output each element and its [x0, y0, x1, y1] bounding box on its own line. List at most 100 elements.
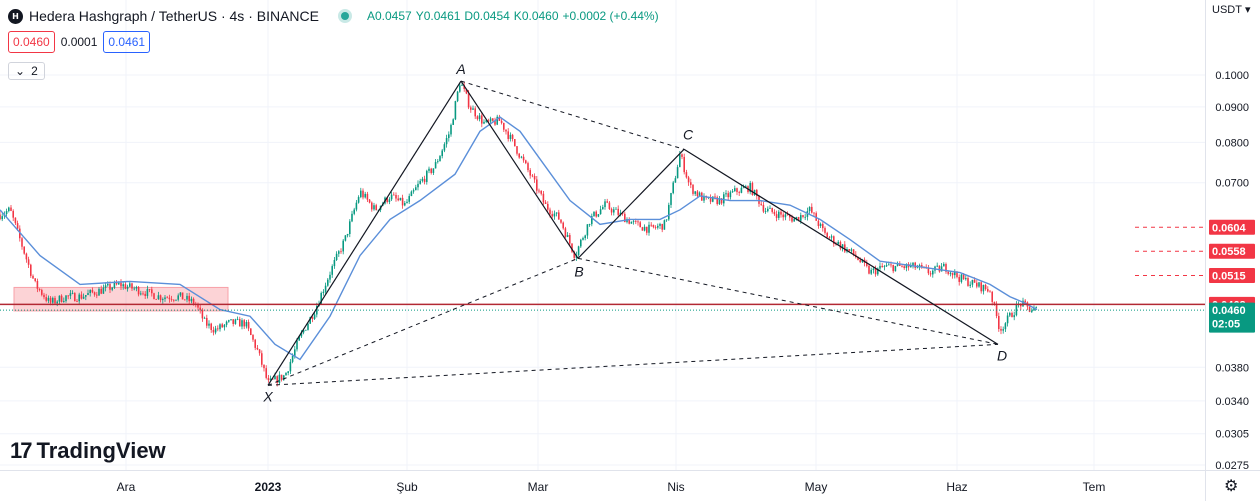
candle-body: [472, 108, 474, 110]
candle-body: [672, 182, 674, 194]
pattern-leg-XD: [267, 343, 999, 386]
candle-body: [514, 139, 516, 147]
candle-body: [690, 182, 692, 185]
candle-body: [692, 184, 694, 194]
target-level-badge: 0.0604: [1212, 222, 1247, 234]
candle-body: [773, 211, 776, 215]
candle-body: [190, 298, 193, 302]
candle-body: [63, 301, 65, 303]
candle-body: [830, 236, 833, 238]
candle-body: [186, 295, 188, 300]
candle-body: [632, 220, 635, 222]
candle-body: [641, 227, 644, 231]
pattern-point-a: A: [455, 61, 465, 77]
candle-body: [1002, 329, 1004, 331]
x-tick-label: Şub: [396, 480, 418, 494]
candle-body: [432, 168, 435, 173]
candle-body: [342, 240, 344, 252]
candle-body: [21, 238, 23, 247]
candle-body: [23, 246, 25, 254]
price-axis: 0.1000 0.0900 0.0800 0.0700 0.0380 0.0340 0.03…: [1215, 70, 1249, 472]
candle-body: [901, 265, 903, 267]
candle-body: [725, 193, 727, 195]
candle-body: [1035, 307, 1037, 308]
gear-icon[interactable]: ⚙: [1224, 478, 1239, 495]
candle-body: [404, 202, 406, 206]
candle-body: [650, 224, 652, 226]
tradingview-logo: 17 TradingView: [10, 438, 166, 464]
candle-body: [313, 314, 316, 319]
y-tick-label: 0.0380: [1215, 362, 1249, 374]
candle-body: [85, 295, 87, 297]
candle-body: [234, 319, 237, 324]
candle-body: [45, 297, 47, 301]
candle-body: [96, 294, 98, 296]
candle-body: [478, 115, 481, 120]
candle-body: [870, 269, 872, 274]
candle-body: [221, 324, 223, 328]
candle-body: [736, 188, 738, 193]
candle-body: [826, 232, 828, 238]
candle-body: [129, 283, 131, 287]
candle-body: [597, 214, 600, 217]
candle-body: [967, 278, 969, 286]
candle-body: [745, 186, 747, 188]
candle-body: [316, 306, 318, 315]
candle-body: [577, 246, 580, 256]
hedera-logo-icon: H: [8, 8, 23, 24]
candle-body: [434, 162, 437, 169]
indicators-toggle-button[interactable]: ⌄ 2: [8, 62, 45, 80]
candle-body: [844, 244, 846, 252]
candle-body: [1022, 300, 1024, 307]
candle-body: [1028, 306, 1031, 312]
candle-body: [599, 209, 602, 215]
candle-body: [197, 304, 199, 308]
candle-body: [960, 274, 963, 282]
candle-body: [613, 209, 615, 213]
ohlc-values: A0.0457 Y0.0461 D0.0454 K0.0460 +0.0002 …: [367, 9, 659, 23]
candle-body: [734, 188, 736, 192]
candle-body: [100, 288, 102, 294]
candle-body: [258, 349, 261, 354]
buy-price-button[interactable]: 0.0461: [103, 31, 151, 53]
candle-body: [549, 209, 551, 215]
candle-body: [819, 223, 822, 227]
candle-body: [470, 107, 472, 110]
candle-body: [617, 208, 619, 215]
candle-body: [824, 228, 826, 233]
candle-body: [949, 272, 952, 274]
candle-body: [135, 287, 138, 289]
y-tick-label: 0.0700: [1215, 178, 1249, 190]
candle-body: [566, 235, 569, 237]
candle-body: [386, 197, 388, 203]
candle-body: [421, 178, 424, 181]
ohlc-change: +0.0002 (+0.44%): [562, 9, 659, 23]
candle-body: [542, 193, 545, 203]
ohlc-open: A0.0457: [366, 9, 412, 23]
candle-body: [729, 192, 732, 198]
candle-body: [393, 194, 395, 196]
symbol-title[interactable]: Hedera Hashgraph / TetherUS · 4s · BINAN…: [29, 8, 319, 24]
candle-body: [322, 291, 325, 293]
pattern-point-d: D: [997, 347, 1007, 363]
candle-body: [718, 198, 721, 205]
pattern-leg-XA: [267, 80, 462, 386]
candle-body: [932, 270, 934, 275]
candle-body: [445, 138, 448, 145]
pattern-point-c: C: [683, 126, 694, 142]
candle-body: [1000, 329, 1002, 331]
candle-body: [467, 93, 470, 108]
candle-body: [982, 284, 985, 292]
currency-selector[interactable]: USDT ▾: [1212, 3, 1250, 17]
spread-value: 0.0001: [60, 35, 98, 49]
candle-body: [335, 253, 338, 260]
candle-body: [987, 289, 989, 292]
candle-body: [720, 198, 723, 204]
sell-price-button[interactable]: 0.0460: [8, 31, 55, 53]
candle-body: [395, 194, 397, 199]
candle-body: [571, 243, 573, 252]
candle-body: [795, 217, 798, 219]
candle-body: [817, 220, 820, 227]
xabcd-pattern: X A B C D: [262, 61, 1007, 404]
